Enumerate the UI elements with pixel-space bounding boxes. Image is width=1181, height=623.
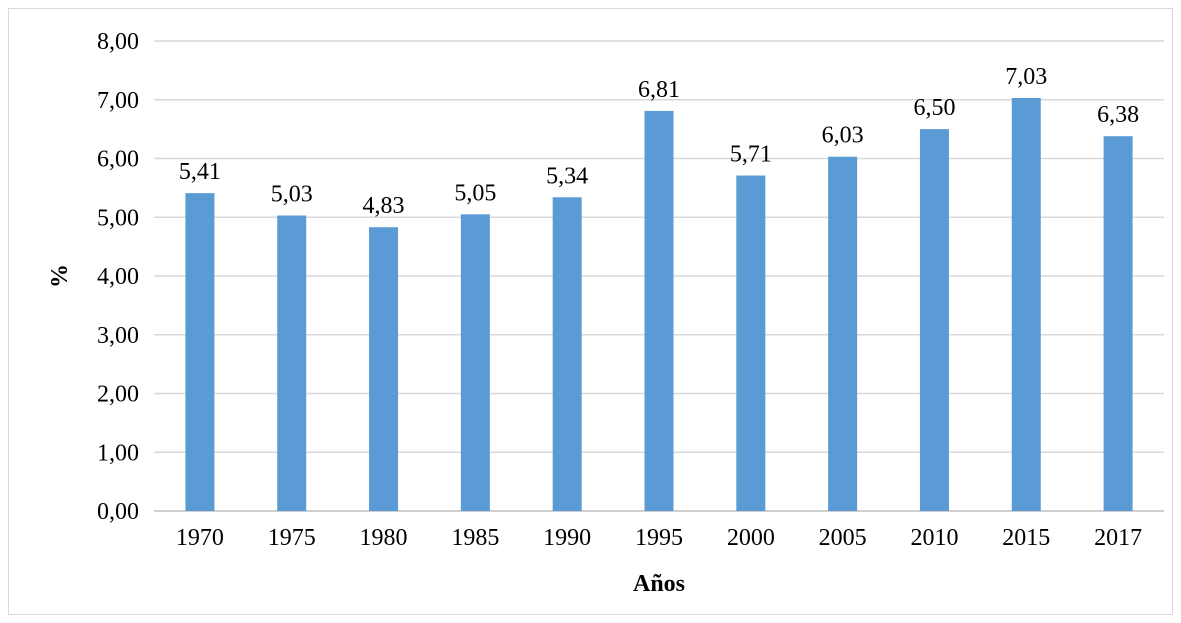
data-labels: 5,41 5,03 4,83 5,05 5,34 6,81 5,71 6,03 6,50 7,03… [179,64,1139,219]
data-label: 5,41 [179,159,221,185]
y-tick-label: 1,00 [97,440,139,466]
data-label: 6,81 [638,77,680,103]
y-axis-ticks: 0,00 1,00 2,00 3,00 4,00 5,00 6,00 7,00 8,00 [97,29,139,525]
bar [828,156,858,512]
data-label: 5,03 [271,181,313,207]
x-tick-label: 1970 [176,525,224,551]
y-tick-label: 3,00 [97,323,139,349]
x-tick-label: 2005 [819,525,867,551]
bar [1011,97,1041,512]
x-tick-label: 1980 [360,525,408,551]
bar [460,214,490,511]
bar [919,129,949,511]
bar [552,197,582,511]
y-tick-label: 4,00 [97,264,139,290]
x-tick-label: 1975 [268,525,316,551]
x-tick-label: 2010 [910,525,958,551]
bar [644,110,674,511]
y-axis-title: % [47,264,73,288]
data-label: 5,71 [730,142,772,168]
bar [185,193,215,511]
data-label: 5,05 [454,180,496,206]
x-tick-label: 2000 [727,525,775,551]
x-tick-label: 1990 [543,525,591,551]
data-label: 6,38 [1097,102,1139,128]
data-label: 6,50 [913,95,955,121]
y-tick-label: 2,00 [97,382,139,408]
bar [369,227,399,512]
x-tick-label: 1995 [635,525,683,551]
x-axis-title: Años [633,571,685,597]
x-tick-label: 2015 [1002,525,1050,551]
y-tick-label: 0,00 [97,499,139,525]
bar [736,175,766,511]
bar [277,215,307,512]
data-label: 5,34 [546,163,588,189]
chart-area: 5,41 5,03 4,83 5,05 5,34 6,81 5,71 6,03 6,50 7,03… [8,8,1173,615]
y-tick-label: 8,00 [97,29,139,55]
bars [185,97,1133,512]
data-label: 7,03 [1005,64,1047,90]
data-label: 4,83 [363,193,405,219]
bar [1103,136,1133,512]
x-tick-label: 1985 [451,525,499,551]
y-tick-label: 6,00 [97,147,139,173]
y-tick-label: 5,00 [97,205,139,231]
y-tick-label: 7,00 [97,88,139,114]
bar-chart: 5,41 5,03 4,83 5,05 5,34 6,81 5,71 6,03 6,50 7,03… [47,29,1164,597]
data-label: 6,03 [822,123,864,149]
x-tick-label: 2017 [1094,525,1142,551]
x-axis-ticks: 1970 1975 1980 1985 1990 1995 2000 2005 2010 2015… [176,525,1142,551]
